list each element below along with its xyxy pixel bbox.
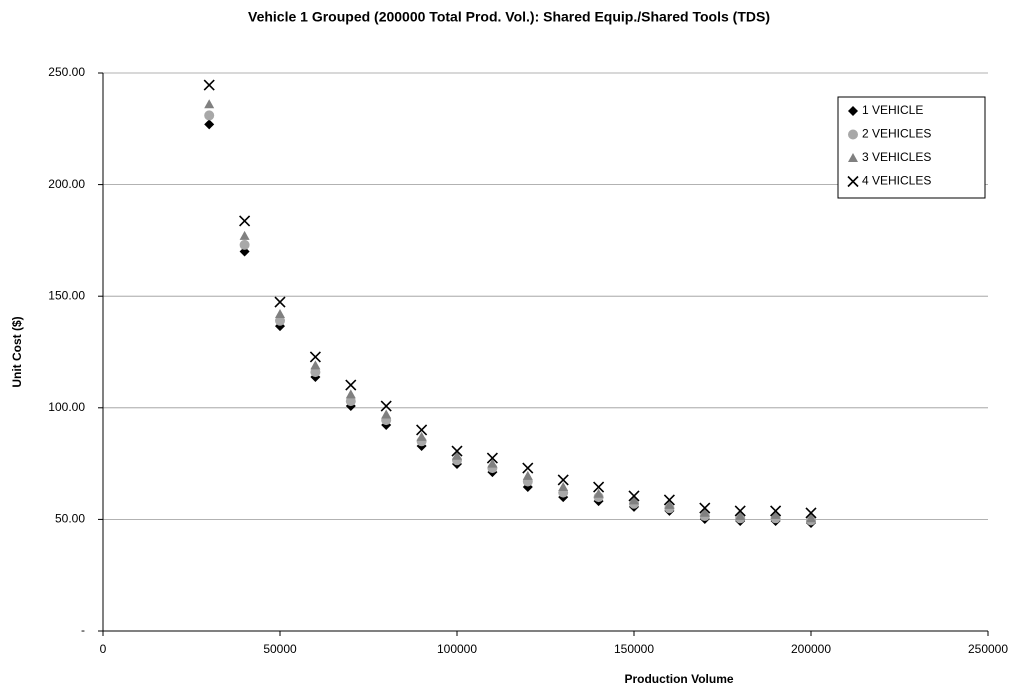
point <box>770 505 782 517</box>
point <box>204 119 215 130</box>
point <box>345 396 356 407</box>
point <box>699 507 710 517</box>
y-tick-label: 200.00 <box>48 177 85 191</box>
point <box>416 424 428 436</box>
x-tick-label: 250000 <box>968 642 1008 656</box>
x-tick-label: 0 <box>100 642 107 656</box>
point <box>274 296 286 308</box>
point <box>486 452 498 464</box>
point <box>275 315 285 326</box>
point <box>629 495 639 505</box>
legend-label: 2 VEHICLES <box>862 127 931 141</box>
y-tick-label: 100.00 <box>48 400 85 414</box>
point <box>204 99 215 109</box>
x-tick-label: 100000 <box>437 642 477 656</box>
point <box>806 513 816 523</box>
point <box>204 110 215 121</box>
point <box>628 490 640 502</box>
point <box>345 379 357 391</box>
legend-label: 3 VEHICLES <box>862 150 931 164</box>
point <box>663 494 675 506</box>
point <box>735 511 746 521</box>
point <box>699 502 711 514</box>
legend-box <box>837 96 986 199</box>
point <box>593 488 604 498</box>
point <box>593 481 605 493</box>
y-tick-label: - <box>81 623 85 637</box>
legend-label: 1 VEHICLE <box>862 103 923 117</box>
point <box>734 505 746 517</box>
point <box>275 309 285 319</box>
point <box>239 239 250 250</box>
point <box>664 499 675 509</box>
point <box>557 474 569 486</box>
point <box>381 409 392 419</box>
point <box>452 450 462 460</box>
point <box>805 507 817 519</box>
point <box>522 470 533 480</box>
x-tick-label: 50000 <box>263 642 297 656</box>
legend-marker <box>848 106 858 116</box>
legend-marker <box>847 175 859 188</box>
y-axis-label: Unit Cost ($) <box>10 316 24 387</box>
x-axis-label: Production Volume <box>624 672 733 686</box>
point <box>416 431 427 441</box>
x-tick-label: 200000 <box>791 642 831 656</box>
point <box>310 367 321 378</box>
point <box>203 79 215 91</box>
point <box>239 230 250 240</box>
point <box>451 445 463 457</box>
y-tick-label: 250.00 <box>48 65 85 79</box>
y-tick-label: 150.00 <box>48 288 85 302</box>
legend-marker <box>848 129 858 140</box>
point <box>380 400 392 412</box>
x-tick-label: 150000 <box>614 642 654 656</box>
y-tick-label: 50.00 <box>55 512 85 526</box>
point <box>239 215 251 227</box>
point <box>345 389 356 399</box>
point <box>770 509 781 519</box>
chart-title: Vehicle 1 Grouped (200000 Total Prod. Vo… <box>248 9 770 25</box>
legend-marker <box>848 153 858 162</box>
point <box>487 458 498 468</box>
point <box>522 462 534 474</box>
point <box>558 482 569 492</box>
legend-label: 4 VEHICLES <box>862 174 931 188</box>
point <box>309 351 321 363</box>
point <box>310 360 321 370</box>
